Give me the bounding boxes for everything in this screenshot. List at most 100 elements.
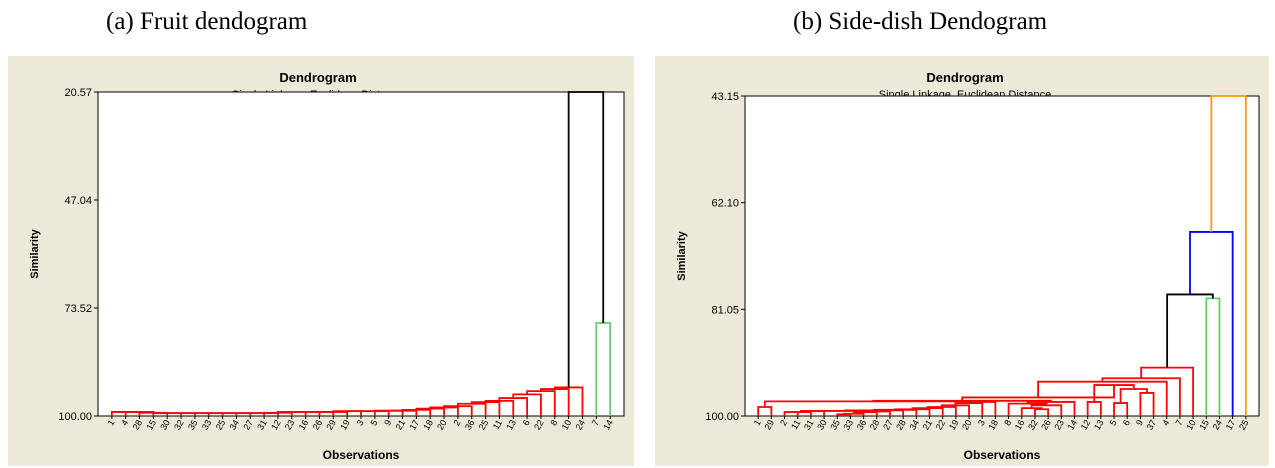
y-tick-label: 81.05 [711,304,739,316]
leaf-label: 30 [815,418,829,432]
leaf-label: 32 [172,418,186,432]
leaf-label: 35 [186,418,200,432]
y-tick-label: 100.00 [705,411,739,423]
dendrogram-link [567,91,605,388]
dendrogram-link [1113,402,1129,416]
leaf-label: 26 [1039,418,1053,432]
leaf-label: 10 [1184,418,1198,432]
dendrogram-link [1026,401,1076,416]
side-dish-dendrogram-panel: Dendrogram Single Linkage, Euclidean Dist… [655,56,1269,466]
y-tick-label: 100.00 [58,411,92,423]
leaf-label: 2 [451,418,462,427]
dendrogram-link [553,386,584,416]
leaf-label: 28 [131,418,145,432]
leaf-label: 25 [214,418,228,432]
leaf-label: 20 [435,418,449,432]
dendrogram-link [954,402,984,416]
y-axis-label: Similarity [29,228,41,278]
dendrogram-link [791,411,812,416]
leaf-label: 27 [241,418,255,432]
chart-title: Dendrogram [926,70,1003,85]
leaf-label: 27 [881,418,895,432]
dendrogram-link [1189,231,1234,416]
leaf-label: 6 [521,418,532,427]
leaf-label: 1 [752,418,763,427]
leaf-label: 16 [297,418,311,432]
x-axis-label: Observations [323,448,400,462]
dendrogram-link [263,411,293,416]
x-axis-label: Observations [964,448,1041,462]
leaf-label: 21 [394,418,408,432]
leaf-label: 25 [477,418,491,432]
leaf-label: 9 [1134,418,1145,427]
plot-area [744,95,1260,417]
y-tick-label: 20.57 [64,87,92,99]
leaf-label: 1 [105,418,116,427]
leaf-label: 22 [934,418,948,432]
leaf-label: 18 [421,418,435,432]
leaf-label: 29 [324,418,338,432]
leaf-label: 12 [1079,418,1093,432]
dendrogram-link [1007,402,1048,416]
leaf-label: 8 [548,418,559,427]
y-tick-label: 62.10 [711,198,739,210]
leaf-label: 14 [1066,418,1080,432]
leaf-label: 4 [119,418,130,427]
dendrogram-link [1119,388,1148,404]
dendrogram-link [429,406,459,416]
dendrogram-link [1166,293,1214,368]
dendrogram-link [526,390,556,416]
leaf-label: 8 [1002,418,1013,427]
leaf-label: 23 [283,418,297,432]
dendrogram-link [757,406,773,416]
dendrogram-link [1020,407,1043,416]
leaf-label: 19 [338,418,352,432]
leaf-label: 9 [382,418,393,427]
leaf-label: 28 [868,418,882,432]
leaf-label: 36 [463,418,477,432]
caption-fruit-dendogram: (a) Fruit dendogram [106,8,308,35]
leaf-label: 11 [491,418,504,431]
dendrogram-link [1139,392,1155,416]
dendrogram-link [373,409,404,416]
leaf-label: 26 [311,418,325,432]
leaf-label: 10 [560,418,574,432]
leaf-label: 33 [841,418,855,432]
leaf-label: 31 [802,418,816,432]
leaf-label: 30 [158,418,172,432]
dendrogram-link [1101,377,1181,416]
leaf-label: 7 [1173,418,1184,427]
leaf-label: 2 [778,418,789,427]
y-tick-label: 47.04 [64,195,92,207]
caption-side-dish-dendogram: (b) Side-dish Dendogram [793,8,1048,35]
leaf-label: 13 [1092,418,1106,432]
dendrogram-link [961,385,1115,401]
dendrogram-link [415,407,445,416]
dendrogram-link [456,402,487,416]
leaf-label: 18 [986,418,1000,432]
leaf-label: 28 [894,418,908,432]
leaf-label: 15 [144,418,158,432]
dendrogram-link [911,407,944,416]
dendrogram-link [1093,384,1135,402]
leaf-label: 37 [1145,418,1159,432]
leaf-label: 4 [1160,418,1171,427]
dendrogram-link [1210,95,1247,416]
dendrogram-link [1140,366,1195,416]
y-axis-label: Similarity [676,230,688,280]
leaf-label: 33 [200,418,214,432]
y-tick-label: 43.15 [711,91,739,103]
dendrogram-link [783,411,799,416]
leaf-label: 17 [407,418,421,432]
leaf-label: 31 [255,418,269,432]
leaf-label: 16 [1013,418,1027,432]
leaf-label: 22 [532,418,546,432]
leaf-label: 15 [1197,418,1211,432]
leaf-label: 24 [574,418,588,432]
leaf-label: 35 [828,418,842,432]
leaf-label: 19 [947,418,961,432]
leaf-label: 32 [1026,418,1040,432]
y-tick-label: 73.52 [64,303,92,315]
